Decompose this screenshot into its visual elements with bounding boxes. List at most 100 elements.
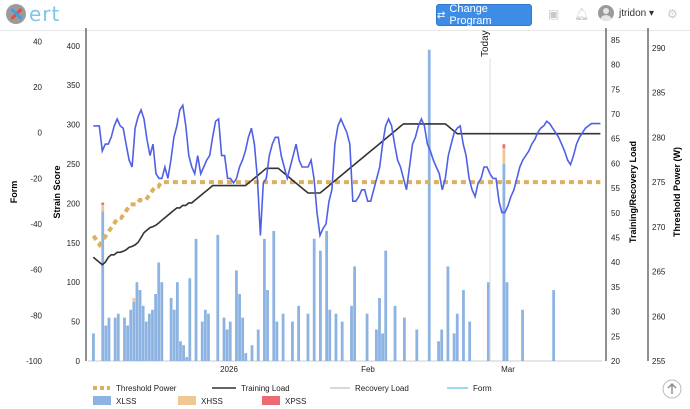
xlss-bar xyxy=(325,230,329,361)
training-load-line xyxy=(92,123,601,266)
training-tick-label: 40 xyxy=(611,258,620,267)
xlss-bar xyxy=(521,309,524,361)
training-tick-label: 25 xyxy=(611,332,620,341)
legend-xlss-label: XLSS xyxy=(116,397,136,406)
gear-icon[interactable]: ⚙ xyxy=(667,7,678,21)
legend-xhss-swatch xyxy=(178,396,196,405)
xert-logo-icon xyxy=(6,4,26,24)
xlss-bar xyxy=(427,49,431,361)
xlss-bar xyxy=(116,313,120,361)
threshold-tick-label: 280 xyxy=(652,133,666,142)
form-tick-label: 0 xyxy=(38,129,43,138)
xlss-bar xyxy=(353,266,357,361)
threshold-axis-title: Threshold Power (W) xyxy=(672,147,682,237)
xlss-bar xyxy=(384,250,388,361)
xlss-bar xyxy=(468,321,472,361)
form-tick-label: -40 xyxy=(30,220,42,229)
xlss-bar xyxy=(272,230,276,361)
xlss-bar xyxy=(203,309,207,361)
legend-xpss-label: XPSS xyxy=(285,397,306,406)
strain-tick-label: 300 xyxy=(67,121,81,130)
xlss-bar xyxy=(502,163,506,361)
xlss-bar xyxy=(126,325,130,361)
xlss-bar xyxy=(250,345,254,361)
training-tick-label: 85 xyxy=(611,36,620,45)
threshold-tick-label: 260 xyxy=(652,312,666,321)
strain-tick-label: 0 xyxy=(76,357,81,366)
xert-logo[interactable]: ert xyxy=(6,2,60,26)
xlss-bar xyxy=(144,321,148,361)
training-tick-label: 35 xyxy=(611,283,620,292)
form-tick-label: -60 xyxy=(30,266,42,275)
xlss-bar xyxy=(402,317,406,361)
xlss-bar xyxy=(169,297,173,361)
xhss-bar xyxy=(132,297,136,302)
threshold-tick-label: 255 xyxy=(652,357,666,366)
xlss-bar xyxy=(440,329,444,361)
photo-icon[interactable]: ▣ xyxy=(548,7,560,21)
training-axis-title: Training/Recovery Load xyxy=(628,141,638,243)
xlss-bar xyxy=(185,357,189,361)
xlss-bar xyxy=(147,313,151,361)
xlss-bar xyxy=(381,333,385,361)
x-axis-label: Feb xyxy=(361,365,375,374)
xlss-bar xyxy=(104,325,108,361)
xlss-bar xyxy=(241,317,245,361)
xlss-bar xyxy=(238,294,241,361)
training-tick-label: 50 xyxy=(611,209,620,218)
training-tick-label: 20 xyxy=(611,357,620,366)
xlss-bar xyxy=(151,309,154,361)
xlss-bar xyxy=(129,309,133,361)
user-menu[interactable]: jtridon ▾ xyxy=(619,8,655,19)
xpss-bar xyxy=(502,144,506,149)
xlss-bar xyxy=(200,321,204,361)
xlss-bar xyxy=(216,234,220,361)
xlss-bar xyxy=(275,321,279,361)
threshold-tick-label: 290 xyxy=(652,44,666,53)
change-program-button[interactable]: ⇄ Change Program xyxy=(436,3,532,27)
legend-training-label: Training Load xyxy=(241,384,290,393)
xlss-bar xyxy=(552,290,556,361)
xlss-bar xyxy=(297,305,301,361)
form-tick-label: 40 xyxy=(33,37,42,46)
strain-tick-label: 100 xyxy=(67,278,81,287)
training-tick-label: 70 xyxy=(611,110,620,119)
xlss-bar xyxy=(334,313,338,361)
xlss-bar xyxy=(154,294,157,361)
xlss-bar xyxy=(281,313,285,361)
xhss-bar xyxy=(101,204,105,212)
xlss-bar xyxy=(132,301,136,361)
legend-xpss-swatch xyxy=(262,396,280,405)
legend-recovery-label: Recovery Load xyxy=(355,384,409,393)
xlss-bar xyxy=(135,282,139,361)
threshold-tick-label: 285 xyxy=(652,89,666,98)
strain-tick-label: 50 xyxy=(71,318,80,327)
xlss-bar xyxy=(123,317,126,361)
xlss-bar xyxy=(179,341,182,361)
xlss-bar xyxy=(374,329,378,361)
xlss-bar xyxy=(256,329,260,361)
xlss-bar xyxy=(312,238,316,361)
xlss-bar xyxy=(222,317,226,361)
xlss-bar xyxy=(306,313,310,361)
username: jtridon xyxy=(619,8,647,19)
avatar-icon[interactable] xyxy=(598,5,614,21)
xlss-bar xyxy=(291,321,294,361)
legend-form-label: Form xyxy=(473,384,492,393)
xlss-bar xyxy=(319,250,322,361)
xlss-bar xyxy=(486,282,490,361)
strain-tick-label: 250 xyxy=(67,160,81,169)
strain-tick-label: 350 xyxy=(67,81,81,90)
training-tick-label: 55 xyxy=(611,184,620,193)
xlss-bar xyxy=(175,282,179,361)
legend-xhss-label: XHSS xyxy=(201,397,223,406)
x-axis-label: 2026 xyxy=(220,365,238,374)
xlss-bar xyxy=(101,211,105,361)
xlss-bar xyxy=(141,305,145,361)
xlss-bar xyxy=(225,329,229,361)
xlss-bar xyxy=(228,321,232,361)
form-tick-label: -100 xyxy=(26,357,43,366)
bell-icon[interactable]: 🔔︎ xyxy=(574,7,590,21)
legend-xlss-swatch xyxy=(93,396,111,405)
xlss-bar xyxy=(160,282,164,361)
